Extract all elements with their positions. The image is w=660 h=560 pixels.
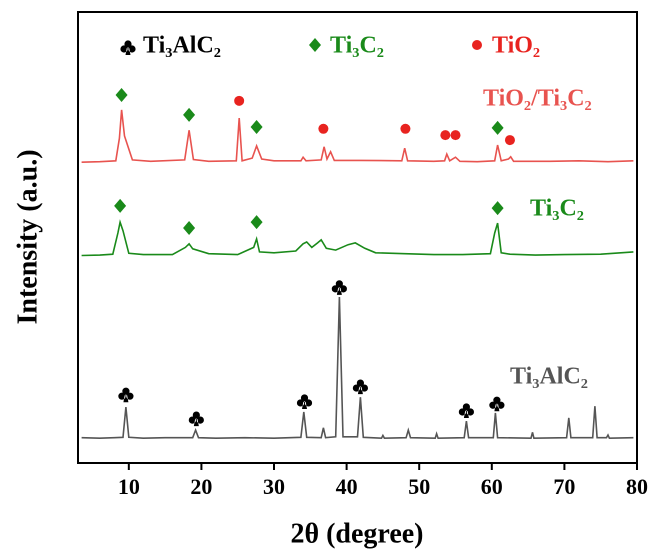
x-tick-label: 30 [263,474,285,499]
phase-marker [489,396,505,412]
phase-marker [250,120,263,135]
legend-label: Ti₃C₂ [330,33,384,59]
phase-marker [183,221,196,236]
xrd-pattern [81,219,634,257]
series-label: TiO₂/Ti₃C₂ [483,86,592,112]
phase-marker [331,280,347,295]
x-tick-label: 40 [336,474,358,499]
phase-marker [118,387,134,403]
xrd-pattern [81,109,634,163]
phase-marker [458,403,474,418]
x-tick-label: 60 [481,474,503,499]
legend-marker [309,38,321,52]
x-tick-label: 80 [626,474,648,499]
series-label: Ti₃C₂ [530,196,584,222]
phase-marker [183,107,196,122]
y-axis-title: Intensity (a.u.) [12,149,43,324]
legend-label: TiO₂ [492,33,540,59]
legend-marker [120,40,136,55]
phase-marker [400,123,411,134]
phase-marker [352,379,369,395]
phase-marker [114,198,127,213]
x-tick-label: 70 [553,474,575,499]
phase-marker [234,95,245,106]
xrd-pattern [81,296,634,440]
legend-label: Ti₃AlC₂ [143,33,221,59]
phase-marker [491,120,504,135]
x-axis-title: 2θ (degree) [290,518,423,549]
x-tick-label: 10 [118,474,140,499]
legend-marker [472,40,482,50]
phase-marker [318,123,329,134]
plot-frame [77,11,638,464]
phase-marker [440,130,451,141]
x-tick-label: 50 [408,474,430,499]
phase-marker [296,394,313,409]
phase-marker [491,201,504,216]
phase-marker [115,87,128,102]
x-tick-label: 20 [190,474,212,499]
phase-marker [188,411,204,427]
phase-marker [450,130,461,141]
phase-marker [504,135,515,146]
phase-marker [250,215,263,230]
series-label: Ti₃AlC₂ [510,364,588,390]
